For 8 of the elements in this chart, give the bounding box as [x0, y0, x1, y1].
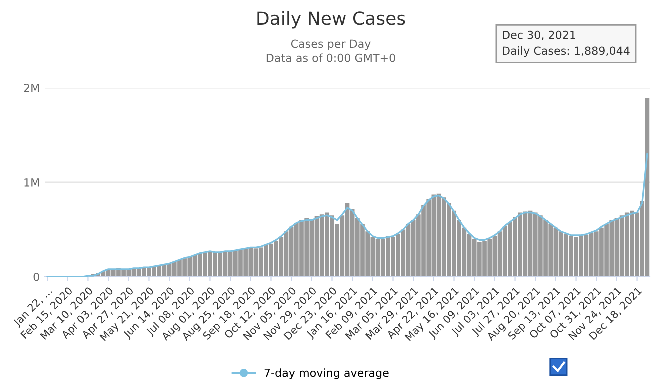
chart-title: Daily New Cases: [258, 11, 406, 29]
line-series: [46, 153, 648, 277]
text: Dec 30, 2021 Daily Cases: 1,889,044: [503, 30, 630, 58]
legend-label: 7-day moving average: [264, 368, 389, 380]
chart-subtitle: Cases per Day Data as of 0:00 GMT+0: [266, 40, 396, 62]
y-tick-label: 2M: [24, 84, 40, 92]
y-tick-label: 0: [34, 272, 40, 282]
y-tick-label: 1M: [24, 178, 40, 187]
